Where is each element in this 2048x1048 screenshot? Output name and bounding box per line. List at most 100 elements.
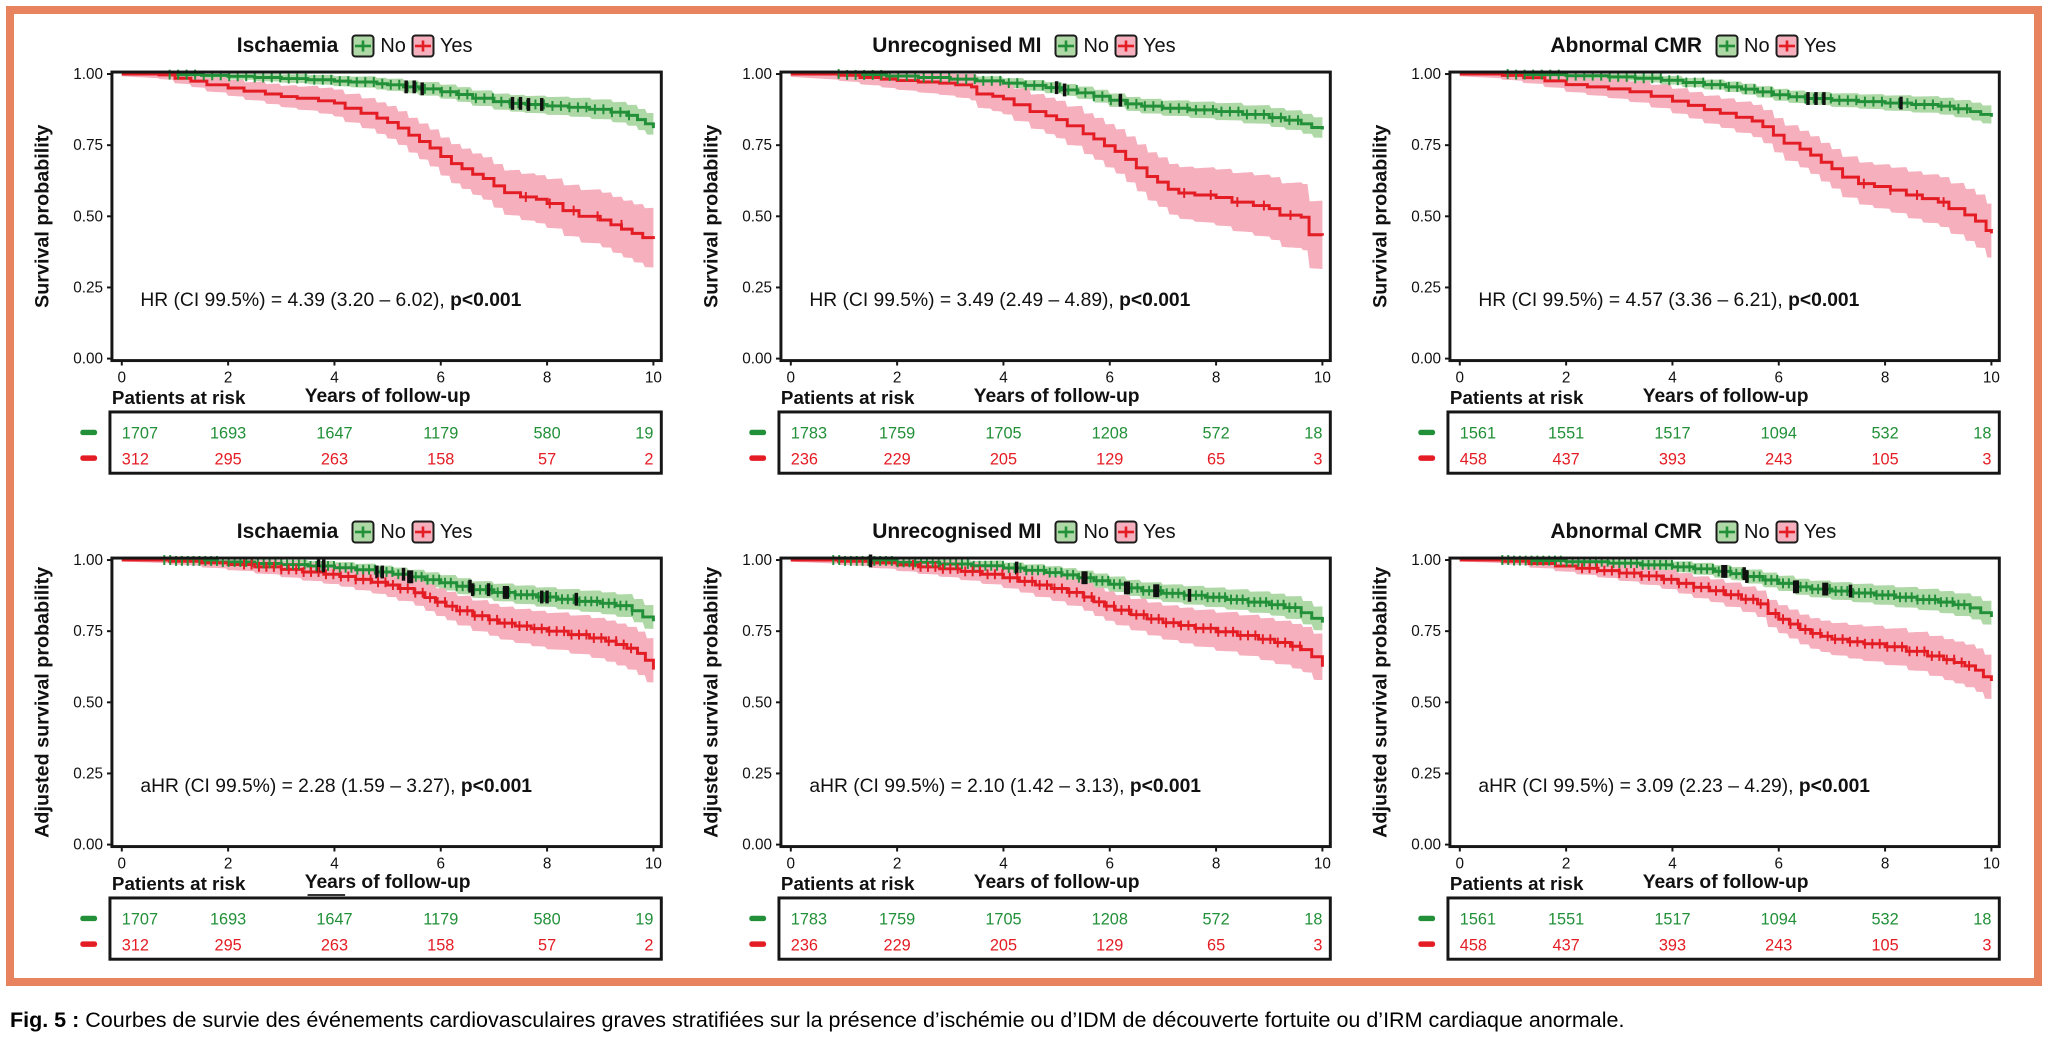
risk-count-no: 19 — [635, 911, 653, 929]
y-tick-label: 0.00 — [73, 351, 103, 368]
ci-band-yes — [121, 560, 654, 683]
risk-count-no: 1707 — [121, 911, 157, 929]
y-axis-label: Adjusted survival probability — [31, 567, 53, 838]
risk-count-no: 18 — [1304, 911, 1322, 929]
x-tick-label: 10 — [1983, 855, 2000, 872]
panel-title: Ischaemia — [236, 34, 339, 57]
y-tick-label: 1.00 — [742, 552, 772, 569]
y-tick-label: 0.25 — [1412, 279, 1442, 296]
legend-label-no: No — [380, 34, 406, 57]
km-plot: 1.00 0.75 0.50 0.25 0.00 0 2 4 6 8 10 Adjusted surv… — [701, 552, 1332, 961]
risk-count-yes: 57 — [538, 936, 556, 954]
risk-count-yes: 458 — [1460, 936, 1487, 954]
risk-count-yes: 158 — [427, 450, 454, 468]
risk-table-frame — [777, 410, 1332, 475]
risk-table-frame — [1446, 410, 2002, 475]
x-axis-label: Years of follow-up — [1643, 872, 1809, 893]
plot-frame — [779, 556, 1332, 849]
x-tick-label: 2 — [1562, 855, 1571, 872]
y-tick-label: 0.75 — [1412, 623, 1442, 640]
x-tick-label: 4 — [1668, 369, 1677, 386]
y-tick-label: 0.00 — [73, 837, 103, 854]
x-tick-label: 8 — [1212, 855, 1221, 872]
risk-count-yes: 393 — [1659, 936, 1686, 954]
risk-count-no: 18 — [1304, 425, 1322, 443]
panel-title: Abnormal CMR — [1550, 34, 1702, 57]
risk-key-dash-yes — [1418, 455, 1436, 461]
y-tick-label: 0.00 — [742, 837, 772, 854]
y-tick-label: 0.00 — [1412, 837, 1442, 854]
hr-annotation: HR (CI 99.5%) = 4.57 (3.36 – 6.21), p<0.… — [1479, 290, 1860, 311]
y-tick-label: 0.75 — [742, 623, 772, 640]
legend-key-icon — [1054, 34, 1078, 58]
risk-key-dash-no — [1418, 429, 1436, 436]
ci-band-yes — [1460, 560, 1992, 699]
risk-count-yes: 312 — [121, 936, 148, 954]
risk-count-yes: 2 — [644, 936, 653, 954]
y-tick-label: 0.50 — [742, 208, 772, 225]
risk-count-no: 1759 — [879, 911, 915, 929]
risk-key-dash-no — [1418, 915, 1436, 922]
survival-curve-yes — [121, 72, 655, 240]
legend-key-icon — [1775, 34, 1799, 58]
risk-key-dash-no — [749, 429, 767, 436]
km-plot: 1.00 0.75 0.50 0.25 0.00 0 2 4 6 8 10 Survival prob… — [1370, 66, 2002, 475]
risk-count-no: 1551 — [1548, 425, 1584, 443]
x-axis-label: Years of follow-up — [304, 872, 470, 893]
panel-row-adjusted: Ischaemia No Yes 1.00 0.75 0.50 0.25 0.00 0 2 4 6 8 1… — [20, 506, 2028, 992]
panel-unrecognised-mi-unadjusted: Unrecognised MI No Yes 1.00 0.75 0.50 0.25 0.00… — [689, 20, 1358, 506]
risk-count-yes: 3 — [1313, 936, 1322, 954]
risk-count-no: 1783 — [791, 425, 827, 443]
x-tick-label: 4 — [330, 855, 339, 872]
x-tick-label: 2 — [224, 855, 233, 872]
panel-title-row: Ischaemia No Yes — [20, 30, 689, 62]
risk-count-yes: 65 — [1207, 450, 1225, 468]
risk-count-no: 1705 — [985, 911, 1021, 929]
legend-key-icon — [411, 34, 435, 58]
panel-title-row: Unrecognised MI No Yes — [689, 30, 1358, 62]
risk-count-yes: 263 — [321, 936, 348, 954]
x-tick-label: 8 — [542, 855, 551, 872]
x-tick-label: 10 — [1314, 855, 1331, 872]
risk-count-no: 572 — [1202, 911, 1229, 929]
y-axis-label: Survival probability — [31, 125, 53, 308]
hr-annotation: aHR (CI 99.5%) = 2.28 (1.59 – 3.27), p<0… — [140, 776, 532, 797]
km-plot: 1.00 0.75 0.50 0.25 0.00 0 2 4 6 8 10 Adjusted surv… — [31, 552, 663, 961]
risk-count-yes: 458 — [1460, 450, 1487, 468]
km-plot: 1.00 0.75 0.50 0.25 0.00 0 2 4 6 8 10 Survival prob… — [701, 66, 1332, 475]
plot-frame — [1448, 556, 2002, 849]
legend-label-no: No — [1744, 520, 1770, 543]
risk-count-yes: 129 — [1096, 450, 1123, 468]
risk-key-dash-no — [79, 915, 97, 922]
legend-key-icon — [1715, 34, 1739, 58]
x-tick-label: 8 — [1212, 369, 1221, 386]
ci-band-yes — [121, 74, 654, 268]
risk-count-yes: 229 — [883, 936, 910, 954]
panel-ischaemia-adjusted: Ischaemia No Yes 1.00 0.75 0.50 0.25 0.00 0 2 4 6 8 1… — [20, 506, 689, 992]
risk-count-yes: 437 — [1553, 936, 1580, 954]
risk-count-yes: 243 — [1765, 450, 1792, 468]
patients-at-risk-label: Patients at risk — [112, 873, 246, 894]
survival-curve-yes — [1460, 72, 1994, 234]
x-tick-label: 6 — [436, 855, 445, 872]
legend-label-yes: Yes — [1803, 520, 1837, 543]
risk-count-no: 1179 — [423, 911, 458, 929]
legend-key-icon — [411, 520, 435, 544]
legend-label-no: No — [380, 520, 406, 543]
y-tick-label: 1.00 — [1412, 66, 1442, 83]
risk-count-yes: 3 — [1313, 450, 1322, 468]
risk-count-yes: 295 — [214, 936, 241, 954]
km-plot: 1.00 0.75 0.50 0.25 0.00 0 2 4 6 8 10 Adjusted surv… — [1370, 552, 2002, 961]
panel-unrecognised-mi-adjusted: Unrecognised MI No Yes 1.00 0.75 0.50 0.25 0.00… — [689, 506, 1358, 992]
panel-title-row: Unrecognised MI No Yes — [689, 516, 1358, 548]
risk-table-frame — [108, 410, 663, 475]
risk-count-yes: 393 — [1659, 450, 1686, 468]
legend-label-no: No — [1744, 34, 1770, 57]
x-axis-label: Years of follow-up — [974, 386, 1140, 407]
x-tick-label: 4 — [330, 369, 339, 386]
figure-border-box: Ischaemia No Yes 1.00 0.75 0.50 0.25 0.00 0 2 4 6 8 1… — [6, 6, 2042, 986]
risk-count-no: 572 — [1202, 425, 1229, 443]
panel-title: Unrecognised MI — [872, 520, 1042, 543]
risk-count-no: 1561 — [1460, 911, 1496, 929]
survival-curve-no — [790, 72, 1324, 130]
